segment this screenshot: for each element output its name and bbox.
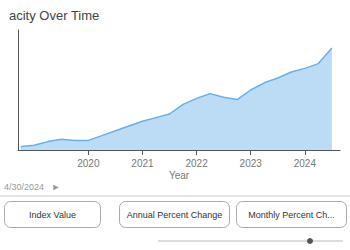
svg-text:2024: 2024 [294, 158, 317, 169]
svg-text:Annual Percent Change: Annual Percent Change [127, 210, 223, 220]
svg-text:2020: 2020 [77, 158, 100, 169]
svg-text:Index Value: Index Value [29, 210, 76, 220]
svg-text:Monthly Percent Ch...: Monthly Percent Ch... [248, 210, 335, 220]
svg-text:acity Over Time: acity Over Time [9, 8, 99, 23]
svg-text:4/30/2024 ►: 4/30/2024 ► [4, 182, 60, 192]
svg-text:Year: Year [169, 170, 190, 181]
svg-text:2022: 2022 [185, 158, 208, 169]
svg-text:2021: 2021 [131, 158, 154, 169]
svg-text:2023: 2023 [240, 158, 263, 169]
